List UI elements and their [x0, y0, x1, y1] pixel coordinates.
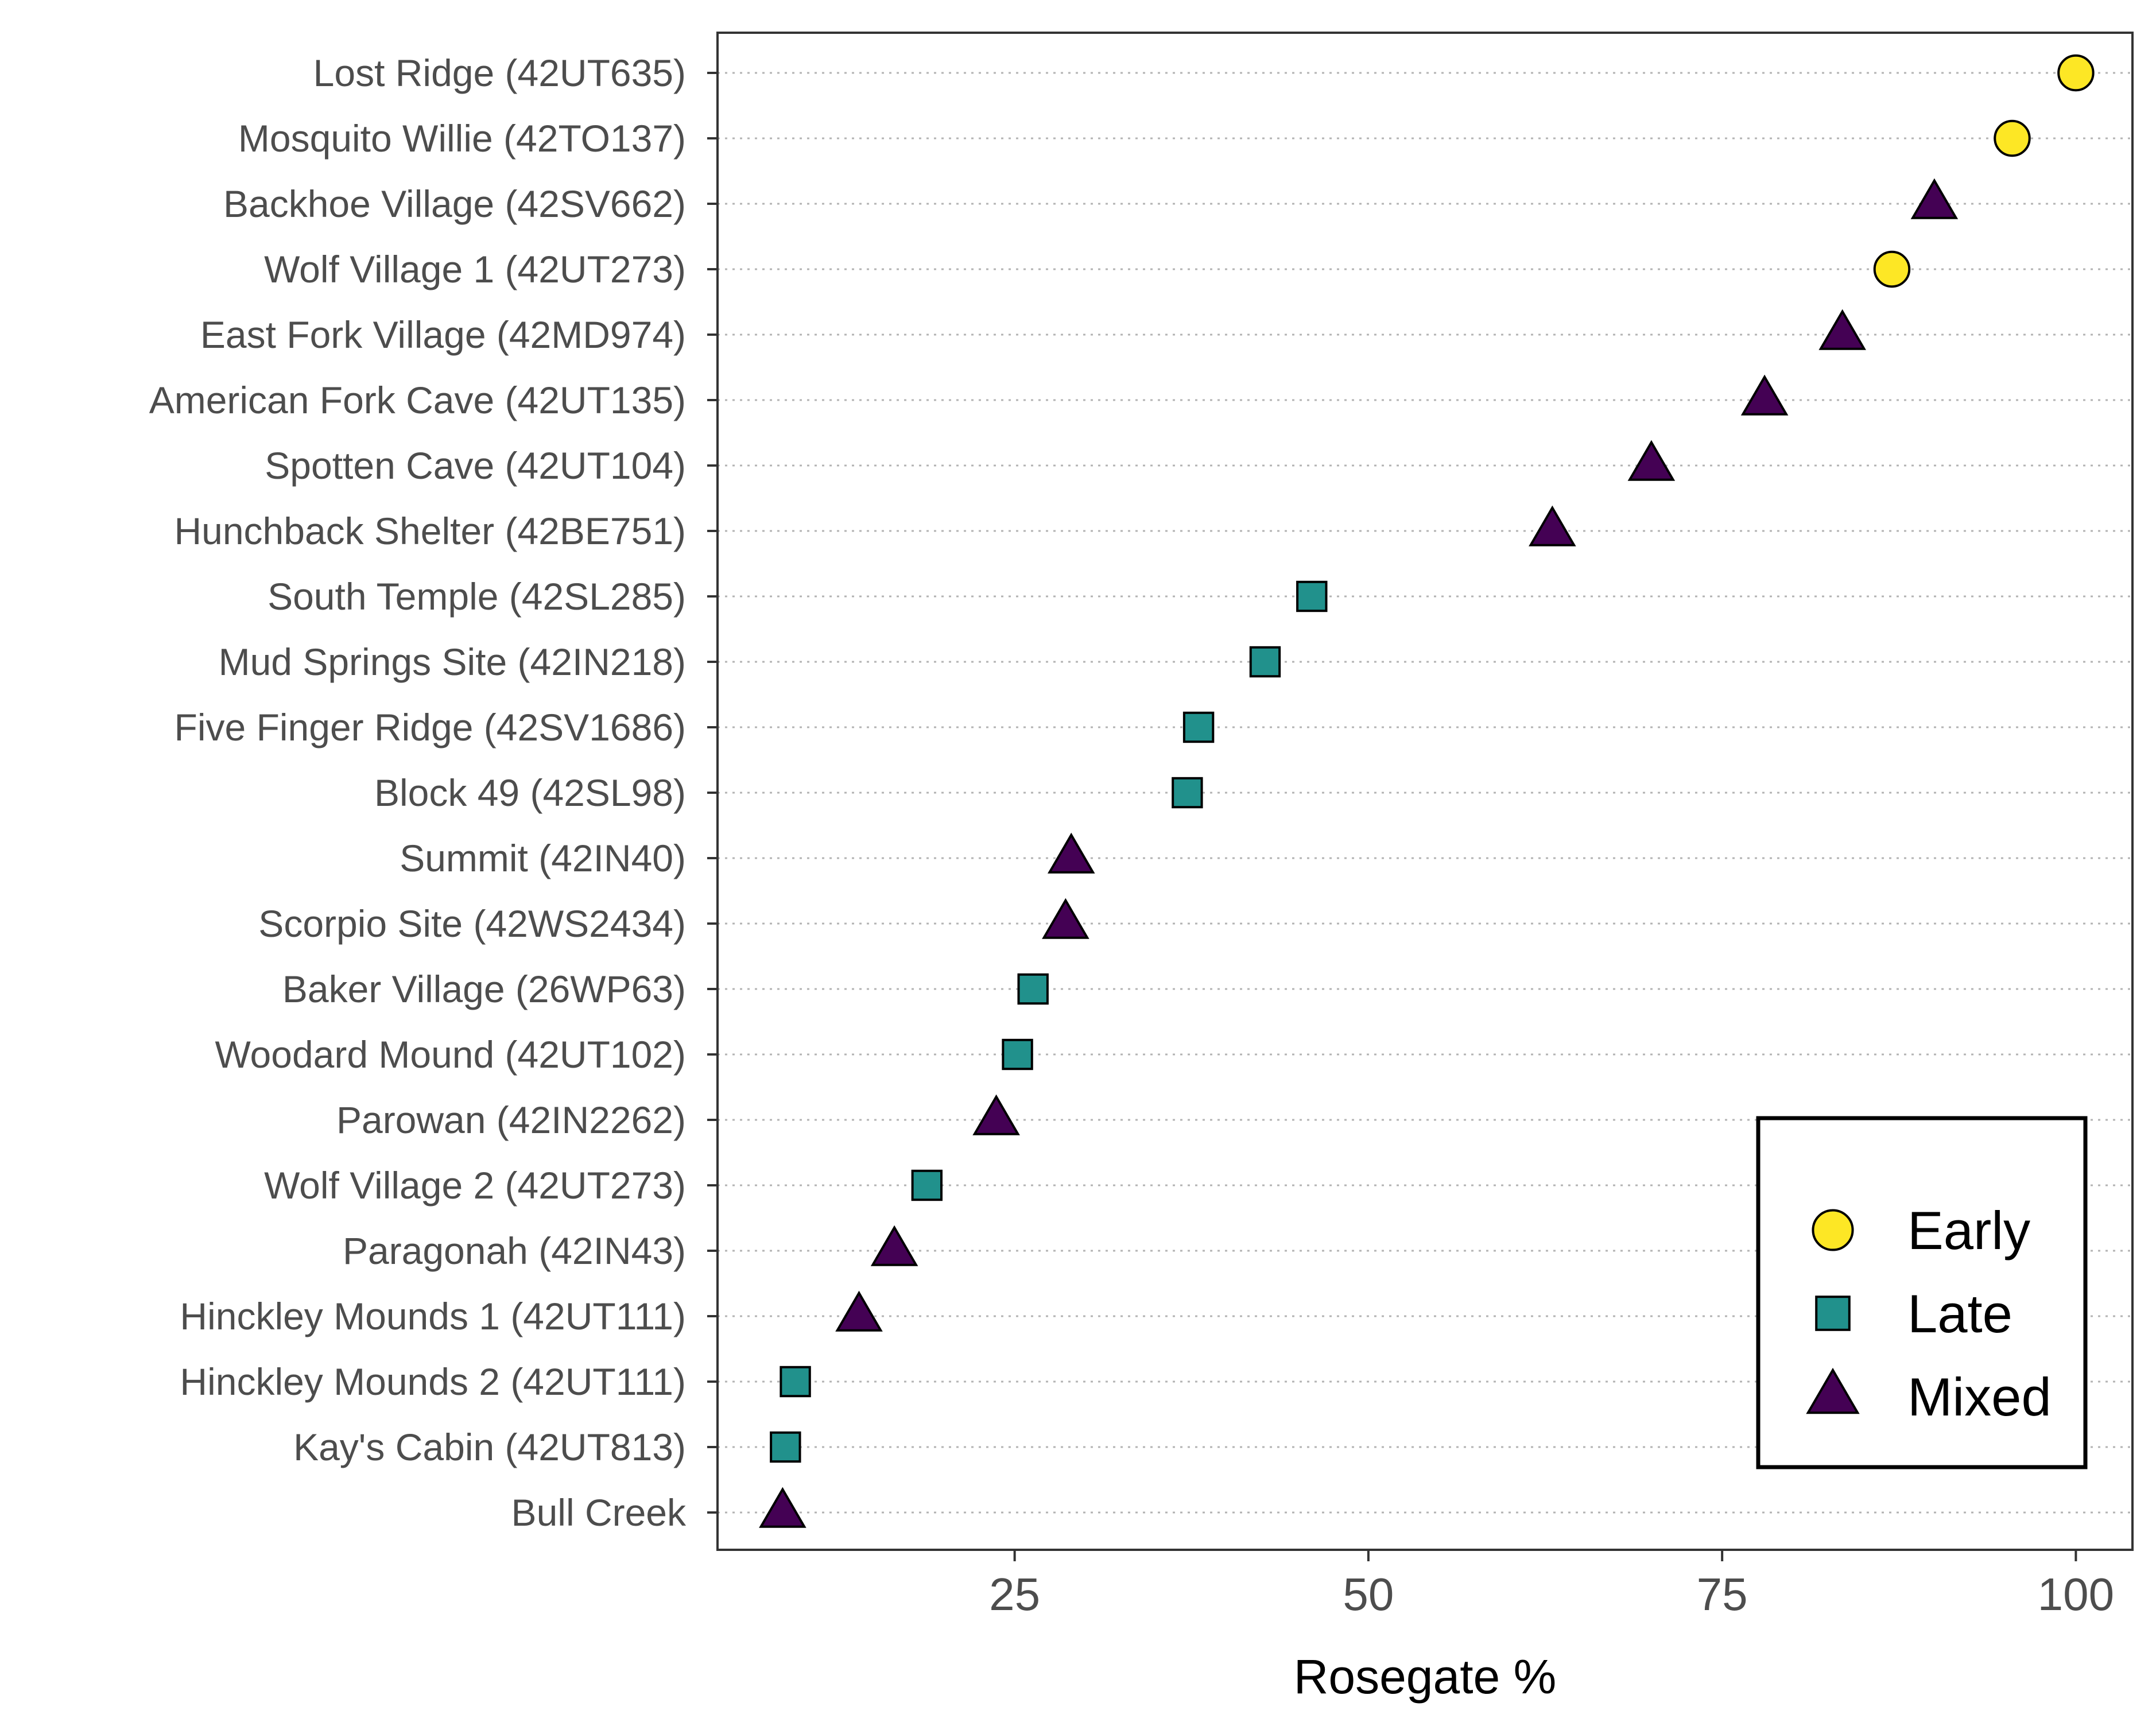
site-label: Wolf Village 2 (42UT273) [264, 1164, 686, 1207]
x-tick-label: 50 [1343, 1569, 1394, 1620]
data-points [759, 54, 2095, 1528]
data-point [770, 1431, 801, 1463]
data-point [1172, 777, 1203, 809]
legend-label: Mixed [1907, 1367, 2052, 1427]
legend: Early Late Mixed [1756, 1116, 2088, 1469]
site-label: Backhoe Village (42SV662) [223, 183, 686, 225]
legend-marker [1815, 1296, 1851, 1331]
data-point [1296, 580, 1328, 612]
data-point [1740, 374, 1789, 416]
site-label: Hinckley Mounds 2 (42UT111) [180, 1360, 686, 1403]
data-point [835, 1290, 883, 1332]
site-label: Mud Springs Site (42IN218) [219, 641, 686, 683]
data-point [1994, 119, 2031, 157]
data-point [1182, 711, 1215, 743]
x-tick-label: 100 [2038, 1569, 2114, 1620]
site-label: Kay's Cabin (42UT813) [293, 1426, 686, 1468]
data-point [1249, 646, 1281, 678]
legend-label: Late [1907, 1283, 2012, 1344]
data-point [780, 1366, 811, 1398]
legend-marker [1806, 1367, 1860, 1414]
site-label: Scorpio Site (42WS2434) [258, 902, 686, 945]
data-point [1047, 832, 1095, 874]
site-labels: Lost Ridge (42UT635) Mosquito Willie (42T… [149, 52, 687, 1534]
site-label: Lost Ridge (42UT635) [313, 52, 686, 94]
site-label: East Fork Village (42MD974) [200, 313, 686, 356]
site-label: South Temple (42SL285) [267, 575, 686, 618]
data-point [1873, 250, 1911, 288]
site-label: Block 49 (42SL98) [374, 771, 686, 814]
site-label: Parowan (42IN2262) [336, 1099, 686, 1141]
x-axis-ticks: 25 50 75 100 [989, 1550, 2114, 1620]
data-point [2057, 54, 2095, 92]
site-label: Hunchback Shelter (42BE751) [174, 510, 686, 552]
data-point [759, 1487, 806, 1528]
site-label: Mosquito Willie (42TO137) [238, 117, 686, 160]
legend-label: Early [1907, 1200, 2030, 1261]
data-point [870, 1225, 918, 1266]
site-label: Woodard Mound (42UT102) [215, 1033, 686, 1076]
data-point [1627, 440, 1676, 481]
data-point [1002, 1038, 1033, 1071]
data-point [1818, 309, 1866, 350]
data-point [1017, 973, 1049, 1005]
site-label: Spotten Cave (42UT104) [265, 444, 686, 487]
site-label: Wolf Village 1 (42UT273) [264, 248, 686, 290]
data-point [1529, 505, 1576, 546]
x-tick-label: 25 [989, 1569, 1040, 1620]
site-label: Paragonah (42IN43) [343, 1230, 686, 1272]
site-label: Baker Village (26WP63) [282, 968, 686, 1010]
data-point [972, 1094, 1020, 1135]
data-point [911, 1169, 943, 1201]
data-point [1910, 178, 1959, 219]
site-label: Hinckley Mounds 1 (42UT111) [180, 1295, 686, 1337]
plot-panel-border [716, 32, 2134, 1551]
site-label: Bull Creek [511, 1491, 687, 1534]
x-tick-label: 75 [1697, 1569, 1748, 1620]
site-label: American Fork Cave (42UT135) [149, 379, 686, 421]
data-point [1042, 898, 1089, 939]
site-label: Summit (42IN40) [400, 837, 686, 879]
legend-marker [1812, 1209, 1854, 1251]
site-label: Five Finger Ridge (42SV1686) [175, 706, 686, 748]
x-axis-title: Rosegate % [1294, 1650, 1557, 1704]
